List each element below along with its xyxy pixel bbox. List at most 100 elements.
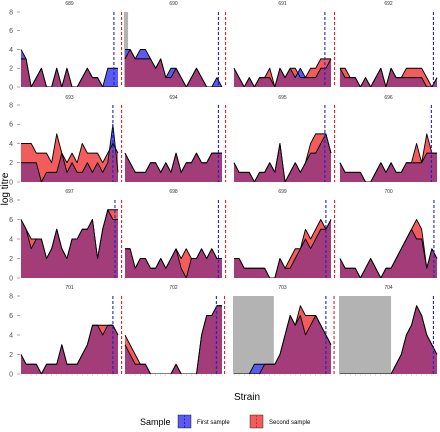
- panel-plot-area: [20, 209, 118, 278]
- panel-699: 699: [234, 189, 336, 278]
- panel-695: 695: [233, 95, 336, 182]
- panel-689: 689 0 2 4 6 8: [9, 1, 123, 91]
- y-tick-label: 4: [9, 236, 13, 243]
- x-axis-title: Strain: [234, 392, 260, 403]
- panel-plot-area: [339, 67, 438, 87]
- panel-702: 702: [124, 285, 226, 376]
- legend-label-first: First sample: [197, 420, 230, 426]
- area-overlap: [21, 209, 118, 278]
- panel-696: 696: [339, 95, 437, 182]
- y-tick-label: 0: [9, 84, 13, 91]
- y-tick-label: 2: [9, 256, 13, 263]
- line-first-sample: [21, 123, 119, 182]
- panel-plot-area: [124, 12, 223, 87]
- panel-plot-area: [233, 296, 332, 374]
- legend-label-second: Second sample: [269, 420, 311, 426]
- line-first-sample: [339, 152, 437, 182]
- panel-701: 701 0 2 4 6 8: [9, 285, 123, 378]
- y-tick-label: 8: [9, 102, 13, 109]
- panel-title: 694: [169, 95, 178, 101]
- y-tick-label: 6: [9, 217, 13, 224]
- y-tick-label: 2: [9, 160, 13, 167]
- panel-title: 699: [278, 189, 287, 195]
- area-overlap: [125, 305, 222, 374]
- panel-692: 692: [339, 1, 438, 87]
- panel-plot-area: [20, 49, 118, 87]
- line-first-sample: [234, 315, 332, 374]
- y-axis-title: log titre: [0, 172, 11, 205]
- y-tick-label: 6: [9, 122, 13, 129]
- panel-title: 697: [65, 189, 74, 195]
- line-first-sample: [20, 49, 118, 87]
- y-tick-label: 4: [9, 141, 13, 148]
- panel-700: 700: [339, 189, 438, 278]
- panel-title: 689: [65, 1, 74, 7]
- y-tick-label: 4: [9, 47, 13, 54]
- area-overlap: [125, 153, 222, 182]
- line-first-sample: [124, 305, 222, 374]
- panel-690: 690: [124, 1, 227, 87]
- panel-plot-area: [233, 133, 332, 182]
- panel-title: 695: [278, 95, 287, 101]
- panel-704: 704: [339, 285, 438, 376]
- y-tick-label: 0: [9, 179, 13, 186]
- y-tick-label: 0: [9, 275, 13, 282]
- y-tick-label: 8: [9, 197, 13, 204]
- area-overlap: [21, 58, 118, 87]
- y-tick-label: 8: [9, 293, 13, 300]
- panel-plot-area: [233, 58, 332, 87]
- panel-694: 694: [124, 95, 227, 182]
- panel-title: 690: [169, 1, 178, 7]
- panel-title: 702: [169, 285, 178, 291]
- panel-title: 698: [169, 189, 178, 195]
- panel-691: 691: [233, 1, 336, 87]
- panel-697: 697 0 2 4 6 8: [9, 189, 123, 282]
- area-overlap: [21, 143, 118, 182]
- line-first-sample: [124, 152, 222, 173]
- line-second-sample: [21, 133, 119, 164]
- area-overlap: [340, 229, 437, 278]
- panel-title: 691: [278, 1, 287, 7]
- panel-plot-area: [125, 248, 222, 278]
- line-first-sample: [125, 248, 222, 278]
- line-first-sample: [234, 219, 332, 278]
- legend-title: Sample: [140, 417, 171, 427]
- y-tick-label: 2: [9, 352, 13, 359]
- legend-key-first: [177, 414, 192, 429]
- line-first-sample: [340, 305, 438, 374]
- missing-data-band: [233, 296, 274, 374]
- panel-title: 700: [384, 189, 393, 195]
- area-overlap: [234, 133, 331, 182]
- y-tick-label: 4: [9, 332, 13, 339]
- panel-title: 701: [65, 285, 74, 291]
- panel-plot-area: [339, 133, 437, 182]
- panel-703: 703: [233, 285, 335, 376]
- line-first-sample: [233, 133, 332, 182]
- facet-panels: 689 0 2 4 6 8 690 691 692 693 0 2 4 6 8 694 695 696 697 0 2 4…: [9, 1, 438, 378]
- panel-698: 698: [125, 189, 227, 278]
- panel-plot-area: [21, 123, 119, 182]
- missing-data-band: [339, 296, 392, 374]
- line-first-sample: [339, 228, 438, 278]
- y-tick-label: 6: [9, 28, 13, 35]
- area-overlap: [234, 219, 331, 278]
- panel-title: 703: [278, 285, 287, 291]
- line-first-sample: [20, 324, 119, 374]
- panel-title: 696: [384, 95, 393, 101]
- panel-plot-area: [124, 305, 222, 374]
- line-first-sample: [233, 58, 332, 87]
- line-first-sample: [125, 49, 223, 87]
- panel-693: 693 0 2 4 6 8: [9, 95, 123, 186]
- area-overlap: [125, 49, 222, 87]
- legend: Sample First sample Second sample: [140, 414, 311, 429]
- panel-plot-area: [124, 152, 222, 182]
- panel-plot-area: [339, 296, 438, 374]
- panel-title: 693: [65, 95, 74, 101]
- line-first-sample: [339, 67, 438, 87]
- y-tick-label: 2: [9, 66, 13, 73]
- area-overlap: [340, 305, 437, 374]
- area-overlap: [21, 325, 118, 374]
- panel-plot-area: [20, 324, 119, 374]
- y-tick-label: 6: [9, 313, 13, 320]
